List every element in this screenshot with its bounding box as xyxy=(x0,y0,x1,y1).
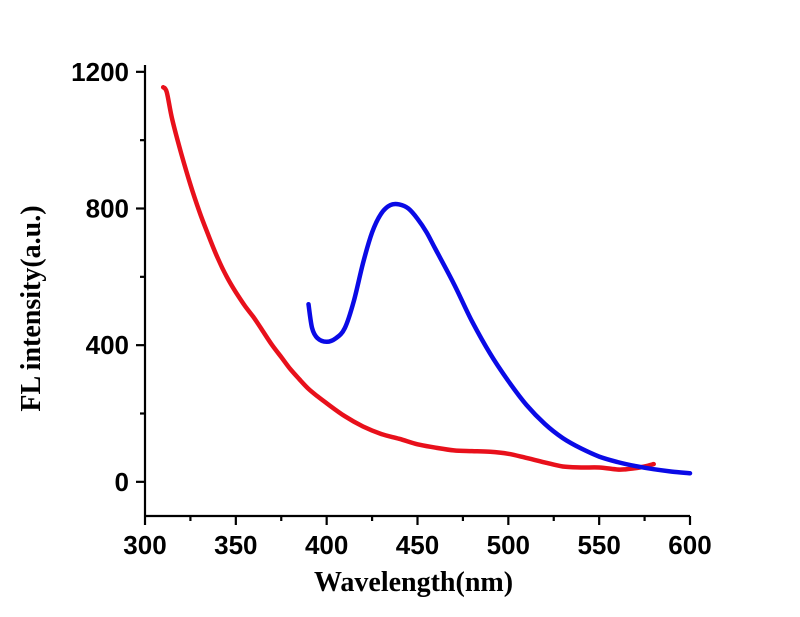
x-tick-label-300: 300 xyxy=(123,530,166,560)
series-line-emission xyxy=(306,201,693,476)
axes xyxy=(143,65,690,518)
x-tick-label-350: 350 xyxy=(214,530,257,560)
x-tick-label-600: 600 xyxy=(668,530,711,560)
series-line-excitation xyxy=(160,84,656,472)
y-tick-label-800: 800 xyxy=(86,194,129,224)
ticks: 300 350 400 450 500 550 600 0 400 800 1200 xyxy=(71,57,712,560)
x-tick-label-500: 500 xyxy=(487,530,530,560)
x-axis-title: Wavelength(nm) xyxy=(314,567,513,598)
y-tick-label-400: 400 xyxy=(86,330,129,360)
x-tick-label-400: 400 xyxy=(305,530,348,560)
y-tick-label-1200: 1200 xyxy=(71,57,129,87)
y-tick-label-0: 0 xyxy=(115,467,129,497)
x-tick-label-450: 450 xyxy=(396,530,439,560)
y-axis-title: FL intensity(a.u.) xyxy=(16,205,47,411)
series-layer xyxy=(160,84,693,476)
x-tick-label-550: 550 xyxy=(577,530,620,560)
